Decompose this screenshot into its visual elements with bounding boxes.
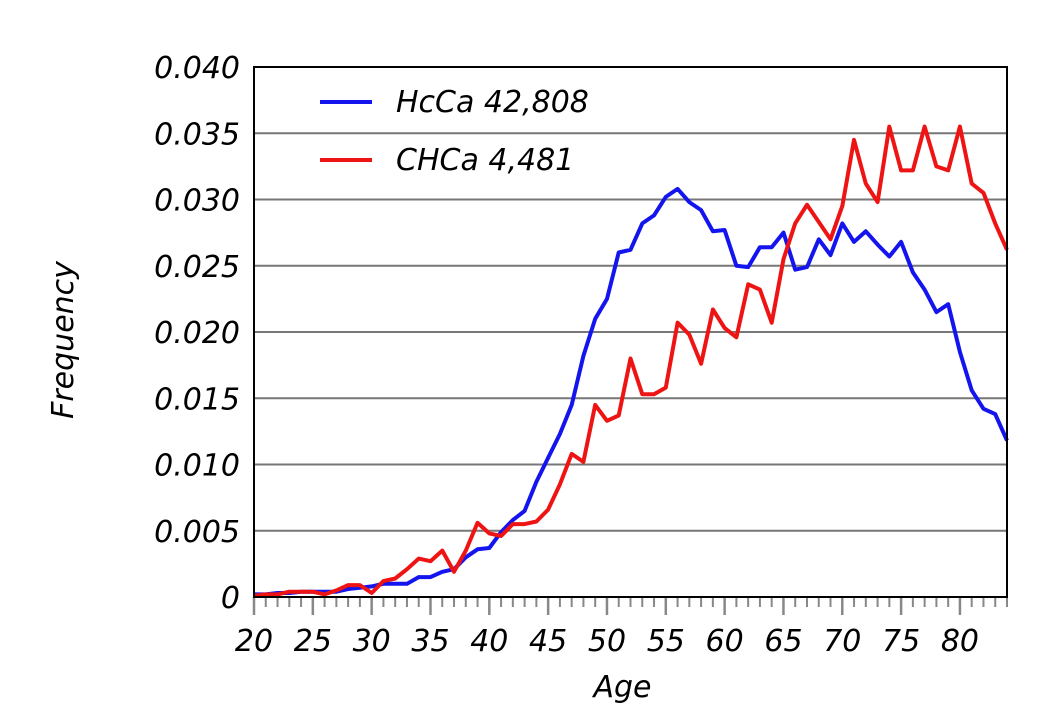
x-tick-label: 40 [470,624,508,659]
y-axis-title: Frequency [46,260,81,419]
x-tick-label: 45 [529,624,567,659]
x-tick-label: 70 [823,624,861,659]
y-tick-label: 0.020 [154,316,240,351]
x-tick-label: 80 [941,624,979,659]
y-tick-label: 0.005 [154,515,240,550]
series-line-chca [254,127,1007,596]
x-tick-label: 25 [294,624,332,659]
y-tick-label: 0.040 [154,51,240,86]
y-tick-label: 0.010 [154,449,240,484]
x-tick-label: 75 [882,624,920,659]
x-tick-label: 55 [647,624,685,659]
y-tick-label: 0 [221,581,240,616]
legend: HcCa 42,808 CHCa 4,481 [320,85,589,178]
grid-lines [254,133,1007,531]
x-tick-label: 50 [588,624,626,659]
x-tick-label: 20 [235,624,273,659]
x-tick-label: 65 [764,624,802,659]
y-tick-label: 0.035 [154,117,240,152]
x-axis-minor-ticks [254,597,1007,615]
legend-label-hcca: HcCa 42,808 [396,85,589,120]
x-axis-tick-labels: 20 25 30 35 40 45 50 55 60 65 70 75 80 [235,624,979,659]
y-tick-label: 0.025 [154,250,240,285]
series-layer [254,127,1007,596]
legend-label-chca: CHCa 4,481 [396,143,574,178]
y-tick-label: 0.030 [154,184,240,219]
x-tick-label: 35 [411,624,449,659]
series-line-hcca [254,189,1007,595]
x-axis-title: Age [591,670,651,705]
y-tick-label: 0.015 [154,382,240,417]
x-tick-label: 30 [353,624,391,659]
x-tick-label: 60 [706,624,744,659]
y-axis-tick-labels: 0 0.005 0.010 0.015 0.020 0.025 0.030 0.035 0.04… [154,51,240,616]
